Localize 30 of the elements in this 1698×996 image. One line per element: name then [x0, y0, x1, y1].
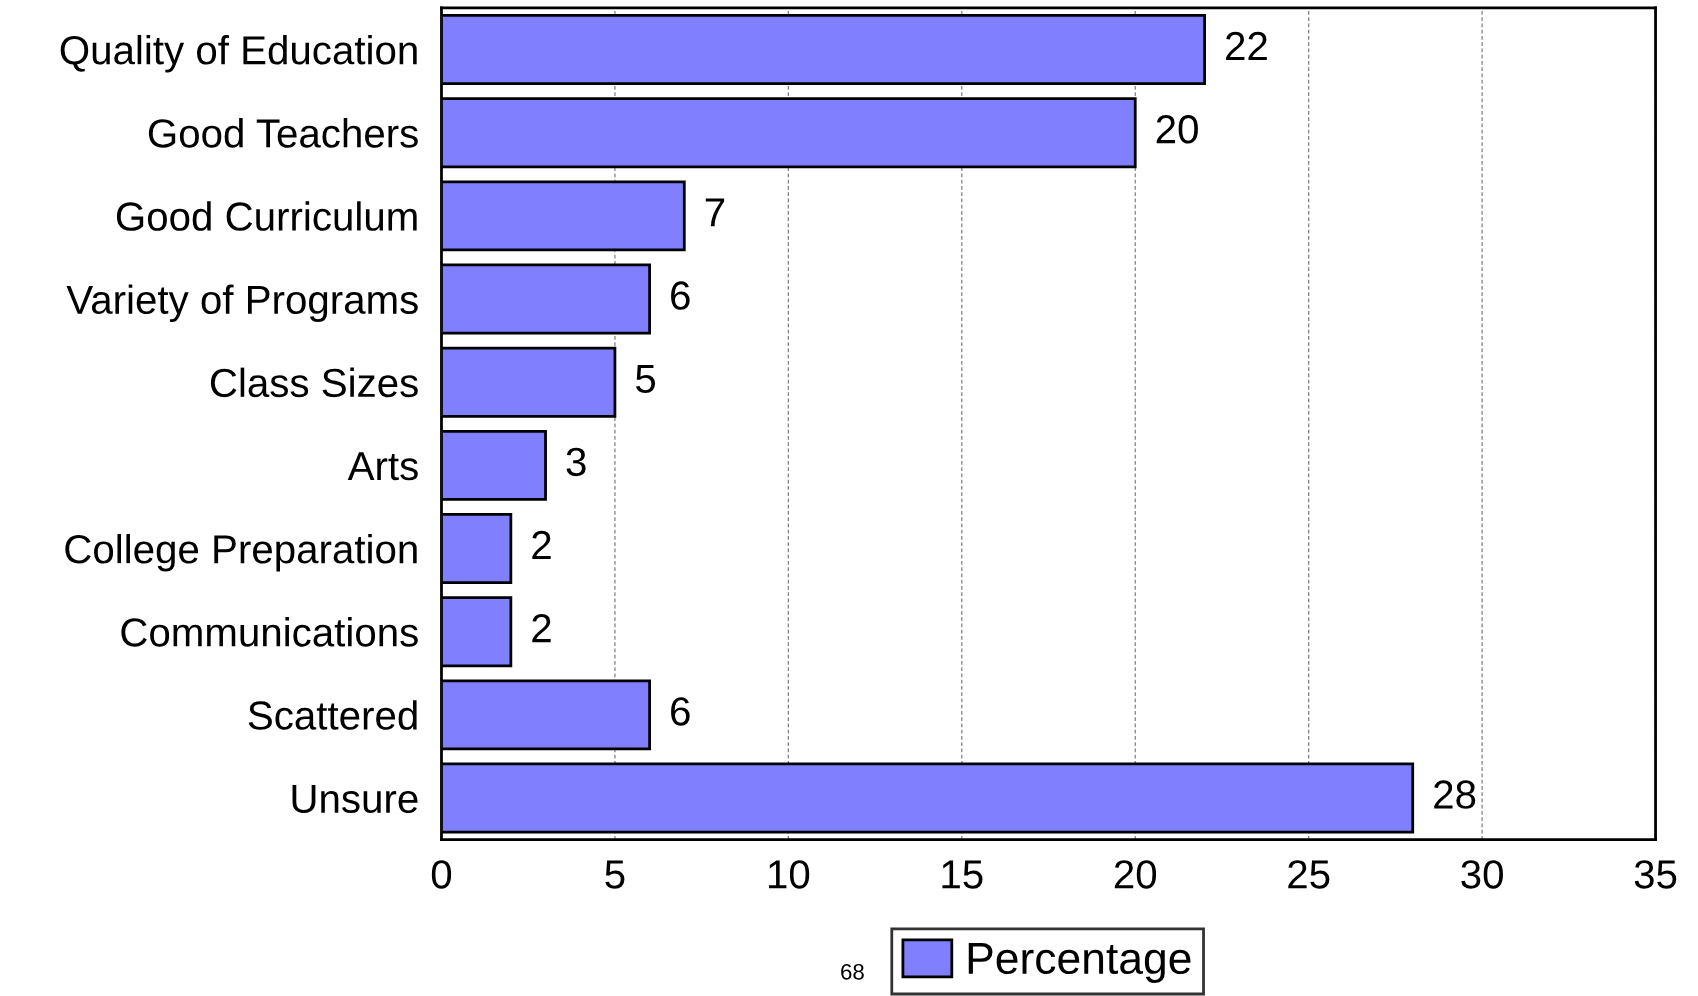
data-label: 5: [635, 364, 656, 394]
y-tick-label: Scattered: [248, 700, 417, 730]
data-label: 6: [671, 281, 690, 310]
data-label: 28: [1434, 780, 1476, 809]
data-label: 20: [1156, 115, 1198, 144]
x-tick-label: 25: [1288, 860, 1330, 889]
x-tick-label: 10: [769, 860, 810, 889]
data-label: 2: [532, 530, 551, 559]
data-label: 2: [532, 614, 551, 643]
data-label: 7: [705, 198, 725, 227]
y-tick-label: Good Curriculum: [116, 201, 417, 231]
legend-label: Percentage: [968, 943, 1191, 983]
y-tick-label: Communications: [121, 617, 418, 647]
data-label: 3: [566, 447, 586, 477]
x-tick-label: 15: [942, 860, 983, 889]
x-tick-label: 0: [431, 860, 452, 889]
x-tick-label: 20: [1114, 860, 1157, 889]
y-tick-label: Arts: [347, 452, 418, 481]
x-tick-label: 5: [605, 860, 625, 889]
y-tick-label: Class Sizes: [210, 367, 418, 398]
data-label: 6: [671, 697, 690, 726]
y-tick-label: Unsure: [292, 784, 418, 814]
y-tick-label: Good Teachers: [148, 118, 418, 148]
y-tick-label: Quality of Education: [60, 34, 417, 73]
x-tick-label: 35: [1634, 860, 1677, 889]
data-label: 22: [1226, 31, 1267, 60]
y-tick-label: Variety of Programs: [66, 284, 418, 322]
x-tick-label: 30: [1461, 860, 1503, 889]
text: 68: [841, 963, 864, 980]
y-tick-label: College Preparation: [65, 533, 417, 572]
